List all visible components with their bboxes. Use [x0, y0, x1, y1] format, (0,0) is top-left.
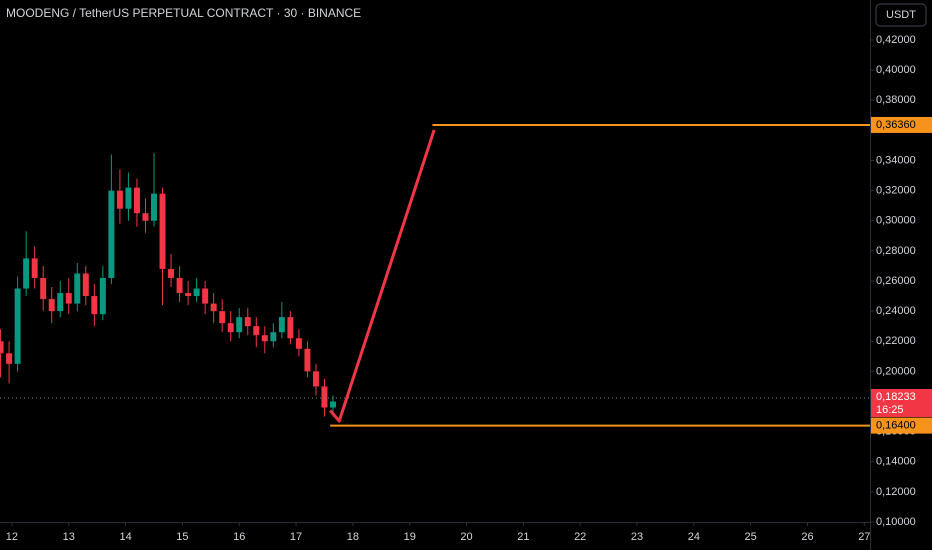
y-tick-label: 0,38000: [876, 94, 916, 106]
x-tick-label: 19: [404, 531, 416, 543]
currency-button[interactable]: [875, 3, 927, 27]
candle-body: [142, 213, 149, 221]
y-tick-label: 0,34000: [876, 154, 916, 166]
level-label: 0,16400: [876, 420, 916, 432]
y-tick-label: 0,32000: [876, 185, 916, 197]
candle-body: [261, 335, 268, 342]
x-tick-label: 20: [460, 531, 472, 543]
candle-body: [278, 317, 285, 333]
candle-body: [219, 311, 226, 324]
candle-body: [244, 317, 251, 327]
y-tick-label: 0,22000: [876, 335, 916, 347]
candle-body: [185, 293, 192, 297]
chart-title: MOODENG / TetherUS PERPETUAL CONTRACT · …: [6, 6, 361, 20]
candle-body: [304, 348, 311, 372]
x-tick-label: 22: [574, 531, 586, 543]
candle-body: [31, 258, 38, 278]
candle-body: [210, 303, 217, 312]
candle-body: [74, 273, 81, 304]
x-tick-label: 13: [63, 531, 75, 543]
y-tick-label: 0,26000: [876, 275, 916, 287]
y-tick-label: 0,24000: [876, 305, 916, 317]
candle-body: [40, 277, 47, 300]
candle-body: [312, 371, 319, 387]
y-tick-label: 0,40000: [876, 64, 916, 76]
countdown-label: 16:25: [876, 404, 904, 416]
candle-body: [116, 190, 123, 209]
x-tick-label: 27: [858, 531, 870, 543]
x-tick-label: 12: [6, 531, 18, 543]
candle-body: [65, 293, 72, 304]
candle-body: [23, 258, 30, 289]
candle-body: [133, 187, 140, 214]
y-tick-label: 0,42000: [876, 34, 916, 46]
candle-body: [287, 317, 294, 339]
y-tick-label: 0,12000: [876, 486, 916, 498]
candle-body: [321, 386, 328, 408]
x-tick-label: 23: [631, 531, 643, 543]
candle-body: [295, 338, 302, 349]
candle-body: [14, 288, 21, 364]
candle-body: [168, 268, 175, 278]
candle-body: [82, 273, 89, 297]
y-tick-label: 0,28000: [876, 245, 916, 257]
candle-body: [151, 193, 157, 221]
candle-body: [270, 332, 277, 342]
candle-body: [6, 353, 13, 364]
candle-body: [236, 317, 243, 333]
candle-body: [48, 299, 55, 312]
x-tick-label: 21: [517, 531, 529, 543]
projection-line: [329, 129, 436, 423]
y-tick-label: 0,14000: [876, 456, 916, 468]
y-tick-label: 0,10000: [876, 516, 916, 528]
candle-body: [202, 288, 209, 304]
candle-body: [0, 341, 4, 354]
x-tick-label: 17: [290, 531, 302, 543]
x-tick-label: 26: [801, 531, 813, 543]
x-tick-label: 14: [119, 531, 131, 543]
last-price-label: 0,18233: [876, 391, 916, 403]
x-tick-label: 18: [347, 531, 359, 543]
candle-body: [57, 293, 64, 312]
level-label-box: [871, 417, 932, 434]
level-label-box: [871, 116, 932, 133]
candle-body: [330, 401, 336, 408]
candle-body: [193, 288, 200, 297]
y-tick-label: 0,20000: [876, 365, 916, 377]
candle-body: [91, 296, 98, 315]
level-label: 0,36360: [876, 119, 916, 131]
x-tick-label: 16: [233, 531, 245, 543]
last-price-box: [871, 388, 932, 417]
candle-body: [108, 190, 115, 278]
x-tick-label: 15: [176, 531, 188, 543]
candle-body: [99, 277, 106, 315]
x-tick-label: 24: [688, 531, 700, 543]
candle-body: [227, 323, 234, 333]
candle-body: [176, 277, 183, 294]
candle-body: [159, 193, 166, 269]
candle-body: [125, 187, 132, 209]
x-tick-label: 25: [745, 531, 757, 543]
candle-body: [253, 326, 260, 336]
y-tick-label: 0,30000: [876, 215, 916, 227]
currency-label[interactable]: USDT: [886, 9, 916, 21]
